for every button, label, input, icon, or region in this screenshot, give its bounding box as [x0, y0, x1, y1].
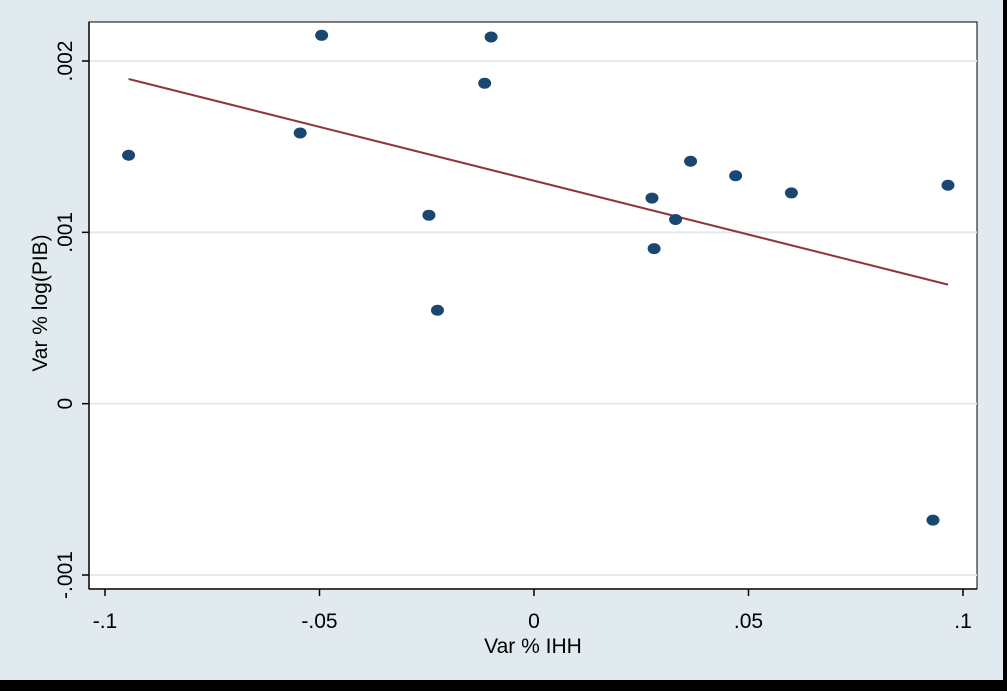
- scatter-point: [926, 514, 940, 526]
- fit-line-layer: [128, 78, 949, 286]
- scatter-point: [645, 192, 659, 204]
- scatter-point: [478, 77, 492, 89]
- y-axis-title: Var % log(PIB): [29, 234, 52, 371]
- scatter-point: [422, 209, 436, 221]
- scatter-point: [430, 304, 444, 316]
- x-tick-label: .1: [954, 610, 972, 633]
- scatter-point: [647, 243, 661, 255]
- scatter-point: [941, 179, 955, 191]
- scatter-point: [315, 29, 329, 41]
- scatter-point: [729, 170, 743, 182]
- scatter-point: [122, 149, 136, 161]
- scatter-point: [293, 127, 307, 139]
- x-tick-label: -.1: [93, 610, 118, 633]
- axis-ticks: -.001 0 .001 .002 -.1 -.05 0 .05 .1: [54, 41, 972, 633]
- scatter-point: [684, 155, 698, 167]
- scatter-points: [122, 29, 955, 526]
- x-tick-label: -.05: [301, 610, 337, 633]
- x-axis-title: Var % IHH: [484, 635, 582, 658]
- x-tick-label: .05: [734, 610, 763, 633]
- y-tick-label: -.001: [54, 551, 77, 599]
- scatter-point: [784, 187, 798, 199]
- x-tick-label: 0: [528, 610, 540, 633]
- scatter-point: [484, 31, 498, 43]
- grid-lines: [89, 60, 977, 576]
- y-tick-label: 0: [54, 398, 77, 410]
- y-tick-label: .002: [54, 41, 77, 82]
- plot-area: [88, 21, 978, 590]
- y-tick-label: .001: [54, 212, 77, 253]
- scatter-point: [669, 213, 683, 225]
- fitted-line: [128, 78, 949, 286]
